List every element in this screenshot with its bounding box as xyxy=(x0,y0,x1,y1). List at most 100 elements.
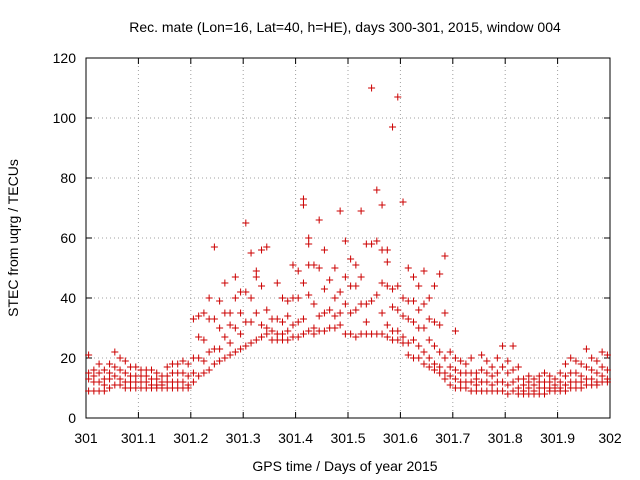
data-point xyxy=(247,294,255,302)
data-point xyxy=(441,354,449,362)
data-point xyxy=(205,294,213,302)
data-point xyxy=(441,252,449,260)
data-point xyxy=(357,273,365,281)
data-point xyxy=(106,375,114,383)
data-point xyxy=(231,273,239,281)
data-point xyxy=(430,342,438,350)
data-point xyxy=(210,315,218,323)
data-point xyxy=(210,243,218,251)
data-point xyxy=(478,366,486,374)
data-point xyxy=(509,366,517,374)
data-point xyxy=(116,366,124,374)
data-point xyxy=(163,372,171,380)
data-point xyxy=(310,300,318,308)
data-point xyxy=(430,318,438,326)
data-point xyxy=(488,363,496,371)
data-point xyxy=(394,306,402,314)
data-point xyxy=(383,246,391,254)
data-point xyxy=(436,348,444,356)
x-tick-labels: 301 301.1 301.2 301.3 301.4 301.5 301.6 301.7 30… xyxy=(74,430,622,446)
data-point xyxy=(488,381,496,389)
data-point xyxy=(399,312,407,320)
data-point xyxy=(404,339,412,347)
y-tick-label: 40 xyxy=(60,290,76,306)
data-point xyxy=(237,330,245,338)
x-tick-label: 301.1 xyxy=(121,430,156,446)
data-point xyxy=(336,288,344,296)
data-point xyxy=(242,288,250,296)
data-point xyxy=(320,327,328,335)
data-points xyxy=(85,84,611,398)
data-point xyxy=(116,354,124,362)
data-point xyxy=(415,282,423,290)
data-point xyxy=(299,195,307,203)
y-tick-labels: 0 20 40 60 80 100 120 xyxy=(53,50,77,426)
data-point xyxy=(205,366,213,374)
data-point xyxy=(467,378,475,386)
data-point xyxy=(378,279,386,287)
data-point xyxy=(121,369,129,377)
data-point xyxy=(451,327,459,335)
data-point xyxy=(446,363,454,371)
data-point xyxy=(221,279,229,287)
data-point xyxy=(200,336,208,344)
data-point xyxy=(200,357,208,365)
data-point xyxy=(153,375,161,383)
data-point xyxy=(142,378,150,386)
x-tick-label: 301.7 xyxy=(435,430,470,446)
data-point xyxy=(116,381,124,389)
data-point xyxy=(593,381,601,389)
data-point xyxy=(457,357,465,365)
data-point xyxy=(226,309,234,317)
x-tick-label: 302 xyxy=(598,430,622,446)
data-point xyxy=(415,342,423,350)
data-point xyxy=(404,351,412,359)
data-point xyxy=(415,354,423,362)
data-point xyxy=(305,327,313,335)
data-point xyxy=(263,330,271,338)
data-point xyxy=(315,216,323,224)
data-point xyxy=(305,234,313,242)
x-tick-label: 301.3 xyxy=(226,430,261,446)
data-point xyxy=(294,267,302,275)
data-point xyxy=(268,327,276,335)
data-point xyxy=(95,360,103,368)
data-point xyxy=(420,300,428,308)
data-point xyxy=(603,378,611,386)
data-point xyxy=(525,384,533,392)
data-point xyxy=(436,321,444,329)
data-point xyxy=(284,312,292,320)
data-point xyxy=(132,363,140,371)
data-point xyxy=(561,387,569,395)
data-point xyxy=(378,201,386,209)
data-point xyxy=(195,372,203,380)
data-point xyxy=(294,294,302,302)
data-point xyxy=(205,348,213,356)
data-point xyxy=(430,360,438,368)
data-point xyxy=(252,309,260,317)
data-point xyxy=(184,372,192,380)
data-point xyxy=(284,336,292,344)
data-point xyxy=(299,315,307,323)
data-point xyxy=(598,372,606,380)
data-point xyxy=(389,285,397,293)
data-point xyxy=(383,333,391,341)
data-point xyxy=(577,378,585,386)
data-point xyxy=(320,246,328,254)
data-point xyxy=(556,369,564,377)
data-point xyxy=(462,360,470,368)
data-point xyxy=(410,273,417,281)
data-point xyxy=(216,357,224,365)
data-point xyxy=(577,360,585,368)
data-point xyxy=(561,372,569,380)
data-point xyxy=(389,303,397,311)
data-point xyxy=(399,198,407,206)
data-point xyxy=(389,123,397,131)
data-point xyxy=(441,309,449,317)
data-point xyxy=(231,348,239,356)
y-tick-label: 0 xyxy=(68,410,76,426)
data-point xyxy=(520,381,528,389)
data-point xyxy=(263,243,271,251)
data-point xyxy=(226,321,234,329)
